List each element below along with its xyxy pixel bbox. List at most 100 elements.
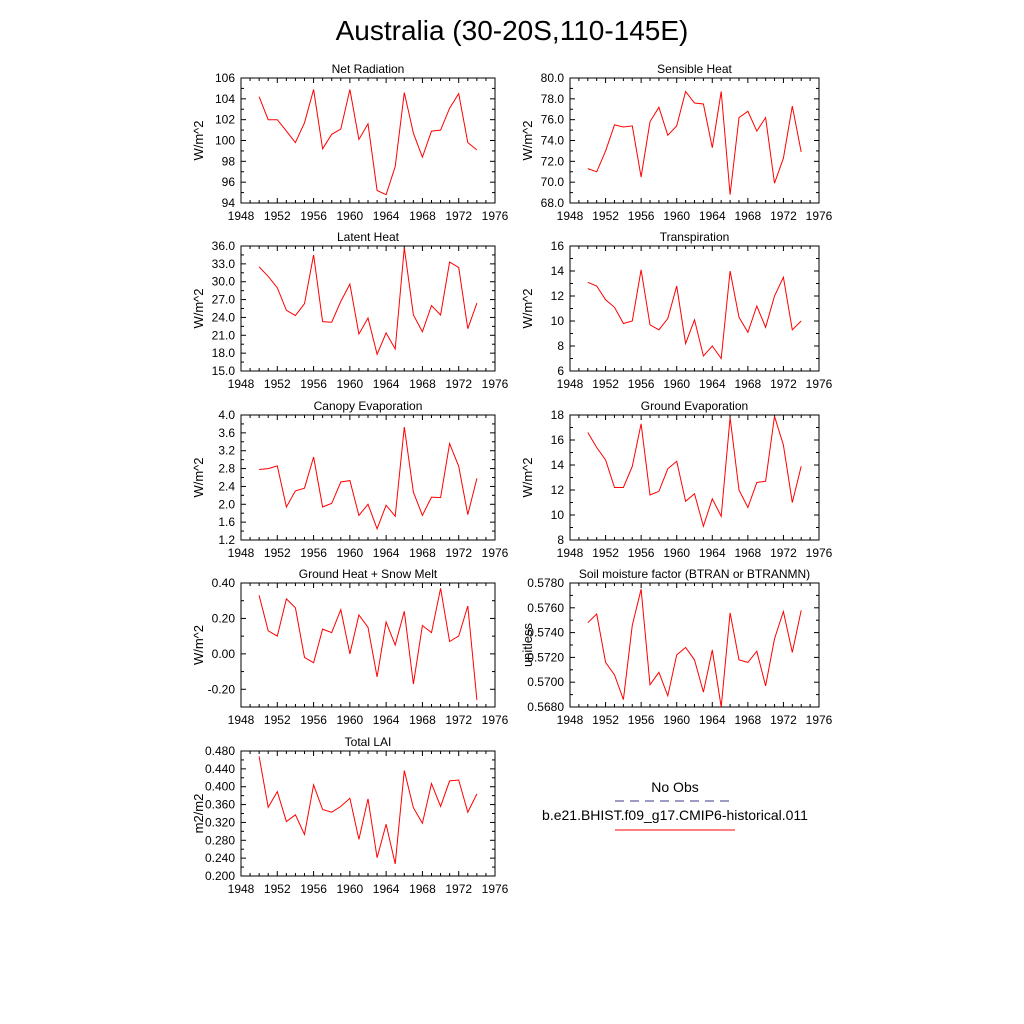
y-axis-label: W/m^2: [191, 625, 206, 665]
x-tick-label: 1952: [264, 882, 291, 896]
x-tick-label: 1948: [557, 209, 584, 223]
plot-frame: [240, 750, 496, 877]
x-tick-label: 1960: [337, 713, 364, 727]
y-tick-label: 27.0: [212, 293, 236, 307]
y-axis-label: W/m^2: [520, 120, 535, 160]
x-tick-label: 1960: [663, 209, 690, 223]
x-tick-label: 1952: [264, 546, 291, 560]
plot-frame: [569, 77, 820, 204]
y-tick-label: 70.0: [541, 175, 565, 189]
y-tick-label: 102: [215, 113, 235, 127]
y-tick-label: 0.200: [205, 869, 235, 883]
x-tick-label: 1972: [445, 546, 472, 560]
legend: No Obs b.e21.BHIST.f09_g17.CMIP6-histori…: [542, 779, 808, 831]
y-tick-label: 72.0: [541, 154, 565, 168]
y-tick-label: 68.0: [541, 196, 565, 210]
x-tick-label: 1952: [264, 713, 291, 727]
y-tick-label: 0.320: [205, 815, 235, 829]
y-tick-label: 30.0: [212, 275, 236, 289]
series-line: [258, 588, 478, 700]
legend-obs-label: No Obs: [651, 779, 698, 795]
x-tick-label: 1968: [735, 546, 762, 560]
y-axis-label: W/m^2: [520, 457, 535, 497]
x-tick-label: 1976: [482, 209, 509, 223]
y-tick-label: 3.6: [218, 426, 235, 440]
chart-panel: Net Radiation W/m^2 1948 1952 1956 1960 1964 19…: [191, 62, 509, 223]
x-tick-label: 1972: [770, 546, 797, 560]
x-tick-label: 1964: [699, 546, 726, 560]
legend-model-label: b.e21.BHIST.f09_g17.CMIP6-historical.011: [542, 807, 808, 823]
chart-panel: Sensible Heat W/m^2 1948 1952 1956 1960 1964 19…: [520, 62, 833, 223]
x-tick-label: 1956: [300, 546, 327, 560]
plot-frame: [569, 245, 820, 372]
x-tick-label: 1964: [373, 546, 400, 560]
y-tick-label: 12: [551, 289, 565, 303]
x-tick-label: 1956: [628, 377, 655, 391]
x-tick-label: 1948: [228, 882, 255, 896]
y-tick-label: 2.4: [218, 479, 235, 493]
plot-frame: [569, 414, 820, 541]
x-tick-label: 1968: [409, 209, 436, 223]
x-tick-label: 1952: [592, 209, 619, 223]
x-tick-label: 1976: [482, 377, 509, 391]
x-tick-label: 1964: [373, 882, 400, 896]
series-line: [258, 89, 478, 196]
panel-title: Ground Heat + Snow Melt: [299, 567, 438, 581]
y-tick-label: 24.0: [212, 310, 236, 324]
y-tick-label: 106: [215, 71, 235, 85]
y-tick-label: 18.0: [212, 346, 236, 360]
x-tick-label: 1964: [699, 377, 726, 391]
x-tick-label: 1956: [300, 882, 327, 896]
x-tick-label: 1960: [337, 882, 364, 896]
y-tick-label: 0.40: [212, 576, 236, 590]
series-line: [258, 247, 478, 356]
series-line: [259, 427, 478, 531]
series-line: [587, 416, 802, 529]
chart-panel: Ground Heat + Snow Melt W/m^2 1948 1952 1956…: [191, 567, 509, 727]
x-tick-label: 1952: [592, 713, 619, 727]
y-tick-label: 16: [551, 239, 565, 253]
y-tick-label: 100: [215, 134, 235, 148]
x-tick-label: 1952: [592, 546, 619, 560]
y-tick-label: 1.6: [218, 515, 235, 529]
x-tick-label: 1948: [228, 713, 255, 727]
x-tick-label: 1976: [482, 882, 509, 896]
x-tick-label: 1972: [770, 209, 797, 223]
x-tick-label: 1972: [445, 882, 472, 896]
x-tick-label: 1972: [770, 377, 797, 391]
x-tick-label: 1952: [264, 377, 291, 391]
x-tick-label: 1960: [663, 377, 690, 391]
x-tick-label: 1956: [628, 546, 655, 560]
x-tick-label: 1972: [445, 209, 472, 223]
y-tick-label: 0.5740: [527, 626, 564, 640]
y-tick-label: 10: [551, 314, 565, 328]
y-axis-label: W/m^2: [191, 288, 206, 328]
panel-title: Soil moisture factor (BTRAN or BTRANMN): [579, 567, 810, 581]
y-tick-label: 0.480: [205, 744, 235, 758]
y-tick-label: 0.440: [205, 762, 235, 776]
y-tick-label: 94: [222, 196, 236, 210]
x-tick-label: 1948: [557, 377, 584, 391]
y-tick-label: 96: [222, 175, 236, 189]
chart-panel: Ground Evaporation W/m^2 1948 1952 1956 1960 1…: [520, 399, 833, 560]
x-tick-label: 1968: [409, 377, 436, 391]
y-tick-label: 0.20: [212, 611, 236, 625]
chart-panel: Latent Heat W/m^2 1948 1952 1956 1960 1964 1968…: [191, 230, 509, 391]
y-tick-label: 78.0: [541, 92, 565, 106]
x-tick-label: 1976: [806, 546, 833, 560]
x-tick-label: 1972: [770, 713, 797, 727]
y-axis-label: m2/m2: [191, 794, 206, 834]
series-line: [587, 90, 802, 195]
x-tick-label: 1960: [663, 713, 690, 727]
panel-title: Sensible Heat: [657, 62, 732, 76]
y-tick-label: -0.20: [208, 682, 236, 696]
y-axis-label: W/m^2: [520, 288, 535, 328]
y-tick-label: 33.0: [212, 257, 236, 271]
x-tick-label: 1976: [806, 377, 833, 391]
x-tick-label: 1964: [699, 713, 726, 727]
panel-title: Ground Evaporation: [641, 399, 748, 413]
y-tick-label: 0.00: [212, 647, 236, 661]
series-line: [258, 756, 478, 865]
x-tick-label: 1956: [628, 209, 655, 223]
x-tick-label: 1976: [482, 713, 509, 727]
